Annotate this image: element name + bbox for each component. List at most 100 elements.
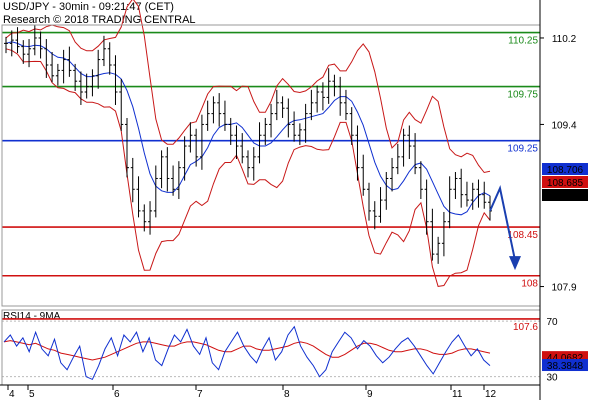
- price-bar: [50, 52, 55, 83]
- price-bar: [182, 136, 187, 181]
- price-bar: [107, 42, 112, 75]
- price-bar: [286, 98, 291, 138]
- price-badge-label: 108.591: [547, 191, 584, 202]
- price-bar: [413, 133, 418, 175]
- x-tick-label: 9: [367, 389, 373, 400]
- price-bar: [464, 181, 469, 207]
- price-bar: [153, 165, 158, 218]
- bollinger-upper: [5, 0, 491, 174]
- price-bar: [315, 85, 320, 113]
- price-bar: [165, 147, 170, 192]
- price-bar: [228, 117, 233, 145]
- price-bar: [67, 46, 72, 77]
- y-tick-label: 110.2: [552, 34, 577, 45]
- price-bar: [332, 74, 337, 97]
- price-bar: [142, 204, 147, 232]
- price-bar: [55, 63, 60, 86]
- price-bar: [269, 103, 274, 138]
- y-tick-label: 107.9: [551, 283, 576, 294]
- price-bar: [194, 128, 199, 167]
- x-tick-label: 11: [452, 389, 463, 400]
- price-bar: [441, 211, 446, 257]
- price-bar: [390, 157, 395, 192]
- price-bar: [384, 171, 389, 210]
- price-bar: [482, 181, 487, 209]
- price-badge-label: 108.706: [547, 165, 584, 176]
- level-label: 109.75: [507, 90, 538, 101]
- price-bar: [78, 71, 83, 105]
- price-bar: [119, 79, 124, 131]
- x-tick-label: 7: [197, 389, 203, 400]
- price-bar: [343, 89, 348, 121]
- price-bar: [361, 154, 366, 196]
- price-bar: [349, 107, 354, 145]
- price-bar: [251, 147, 256, 181]
- price-bar: [470, 182, 475, 210]
- rsi-panel-label: RSI14 - 9MA: [3, 311, 61, 322]
- price-bar: [176, 161, 181, 200]
- main-frame: [1, 24, 541, 307]
- price-bar: [4, 36, 8, 54]
- rsi-badge: [542, 359, 588, 372]
- price-bar: [240, 133, 245, 164]
- price-bar: [101, 35, 106, 67]
- level-label: 108.45: [507, 230, 538, 241]
- price-bar: [355, 125, 360, 181]
- rsi-badge-label: 38.3848: [547, 361, 584, 372]
- price-bar: [326, 68, 331, 104]
- price-bar: [297, 123, 302, 145]
- price-bar: [211, 96, 216, 124]
- price-bar: [430, 208, 435, 261]
- price-bar: [171, 165, 176, 196]
- price-bar: [96, 49, 101, 89]
- chart-title: USD/JPY - 30min - 09:21:47 (CET): [3, 1, 174, 13]
- price-bar: [73, 63, 78, 91]
- projection-arrowhead: [509, 256, 521, 271]
- price-bar: [125, 117, 129, 178]
- price-bar: [274, 89, 279, 121]
- level-label: 107.6: [513, 322, 538, 333]
- rsi-ma-line: [3, 340, 491, 361]
- price-bar: [159, 150, 164, 189]
- price-badge: [542, 163, 588, 175]
- price-badge-label: 108.685: [547, 178, 584, 189]
- price-bar: [188, 122, 193, 153]
- price-bar: [367, 182, 371, 221]
- price-bar: [234, 125, 239, 160]
- price-bar: [263, 117, 268, 145]
- level-label: 110.25: [508, 36, 538, 47]
- price-bar: [372, 201, 377, 230]
- price-bar: [459, 168, 464, 208]
- price-bar: [205, 100, 210, 131]
- x-tick-label: 5: [29, 389, 35, 400]
- price-bar: [136, 176, 141, 218]
- price-bar: [38, 31, 43, 59]
- bollinger-lower: [5, 48, 491, 287]
- x-tick-label: 4: [9, 389, 15, 400]
- price-bar: [90, 69, 95, 97]
- price-bar: [217, 93, 222, 127]
- price-bar: [453, 171, 458, 200]
- price-bar: [378, 187, 383, 223]
- price-bar: [222, 100, 227, 131]
- price-bar: [292, 111, 297, 142]
- price-bar: [9, 30, 14, 57]
- price-bar: [395, 143, 400, 175]
- price-bar: [199, 114, 204, 170]
- rsi-line: [3, 325, 491, 381]
- price-bar: [15, 27, 20, 54]
- main-panel: 110.25 109.75 109.25 108.45 108 107.6: [2, 0, 540, 333]
- price-bar: [407, 125, 412, 160]
- y-tick-label: 109.4: [551, 120, 576, 131]
- price-bar: [130, 157, 135, 203]
- price-bar: [418, 161, 423, 200]
- price-badge: [542, 176, 588, 188]
- x-tick-label: 12: [485, 389, 497, 400]
- level-label: 109.25: [507, 144, 538, 155]
- price-bar: [27, 39, 32, 68]
- x-tick-label: 6: [114, 389, 120, 400]
- price-bar: [447, 176, 452, 229]
- price-bar: [476, 179, 481, 208]
- price-bar: [257, 122, 262, 164]
